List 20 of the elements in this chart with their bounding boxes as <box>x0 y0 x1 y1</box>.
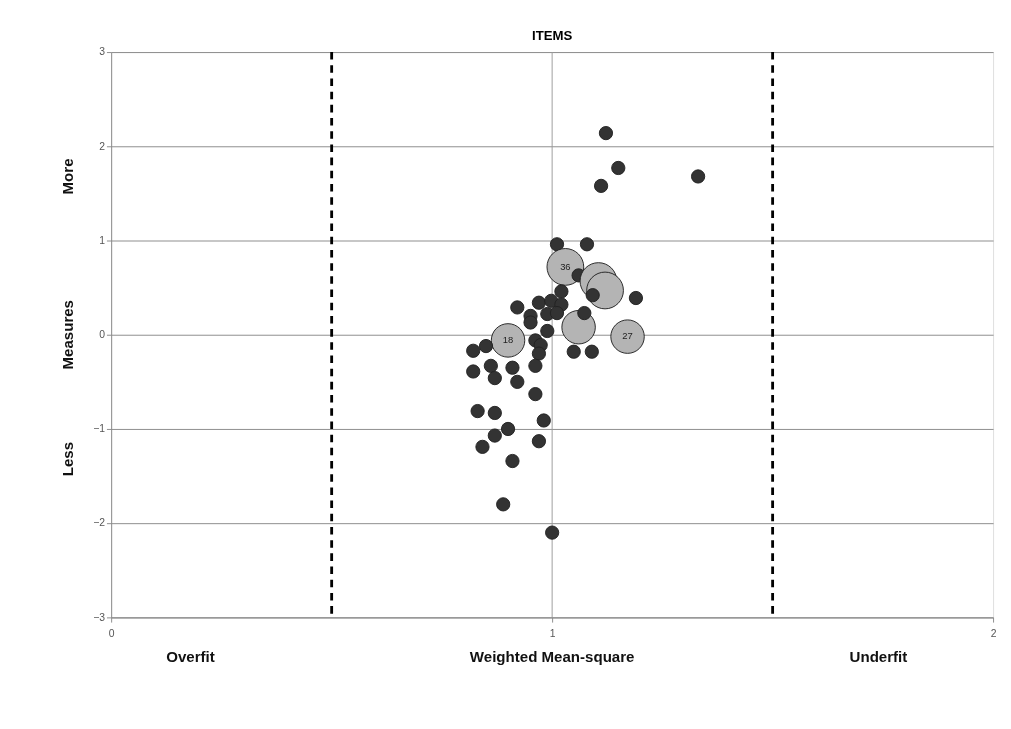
y-tick-label: 3 <box>99 46 106 58</box>
x-tick-label: 0 <box>108 627 115 639</box>
x-tick-label: 1 <box>549 627 556 639</box>
x-tick-label: 2 <box>990 627 997 639</box>
y-tick-label: 1 <box>99 234 106 246</box>
text: Underfit <box>849 647 908 665</box>
annotation: 18 <box>502 334 514 346</box>
y-tick-label: 0 <box>99 329 106 341</box>
y-tick-label: 2 <box>99 140 106 152</box>
y-tick-label: −3 <box>93 611 106 623</box>
text: Less <box>59 441 77 477</box>
y-tick-label: −1 <box>93 423 106 435</box>
y-tick-label: −2 <box>93 517 106 529</box>
text: More <box>59 158 77 195</box>
x-axis-title: Weighted Mean-square <box>469 647 635 665</box>
y-axis-title: Measures <box>59 300 77 370</box>
chart-title: ITEMS <box>531 27 573 43</box>
annotation: 36 <box>560 260 571 272</box>
text: Overfit <box>166 647 215 665</box>
annotation: 27 <box>622 330 633 342</box>
